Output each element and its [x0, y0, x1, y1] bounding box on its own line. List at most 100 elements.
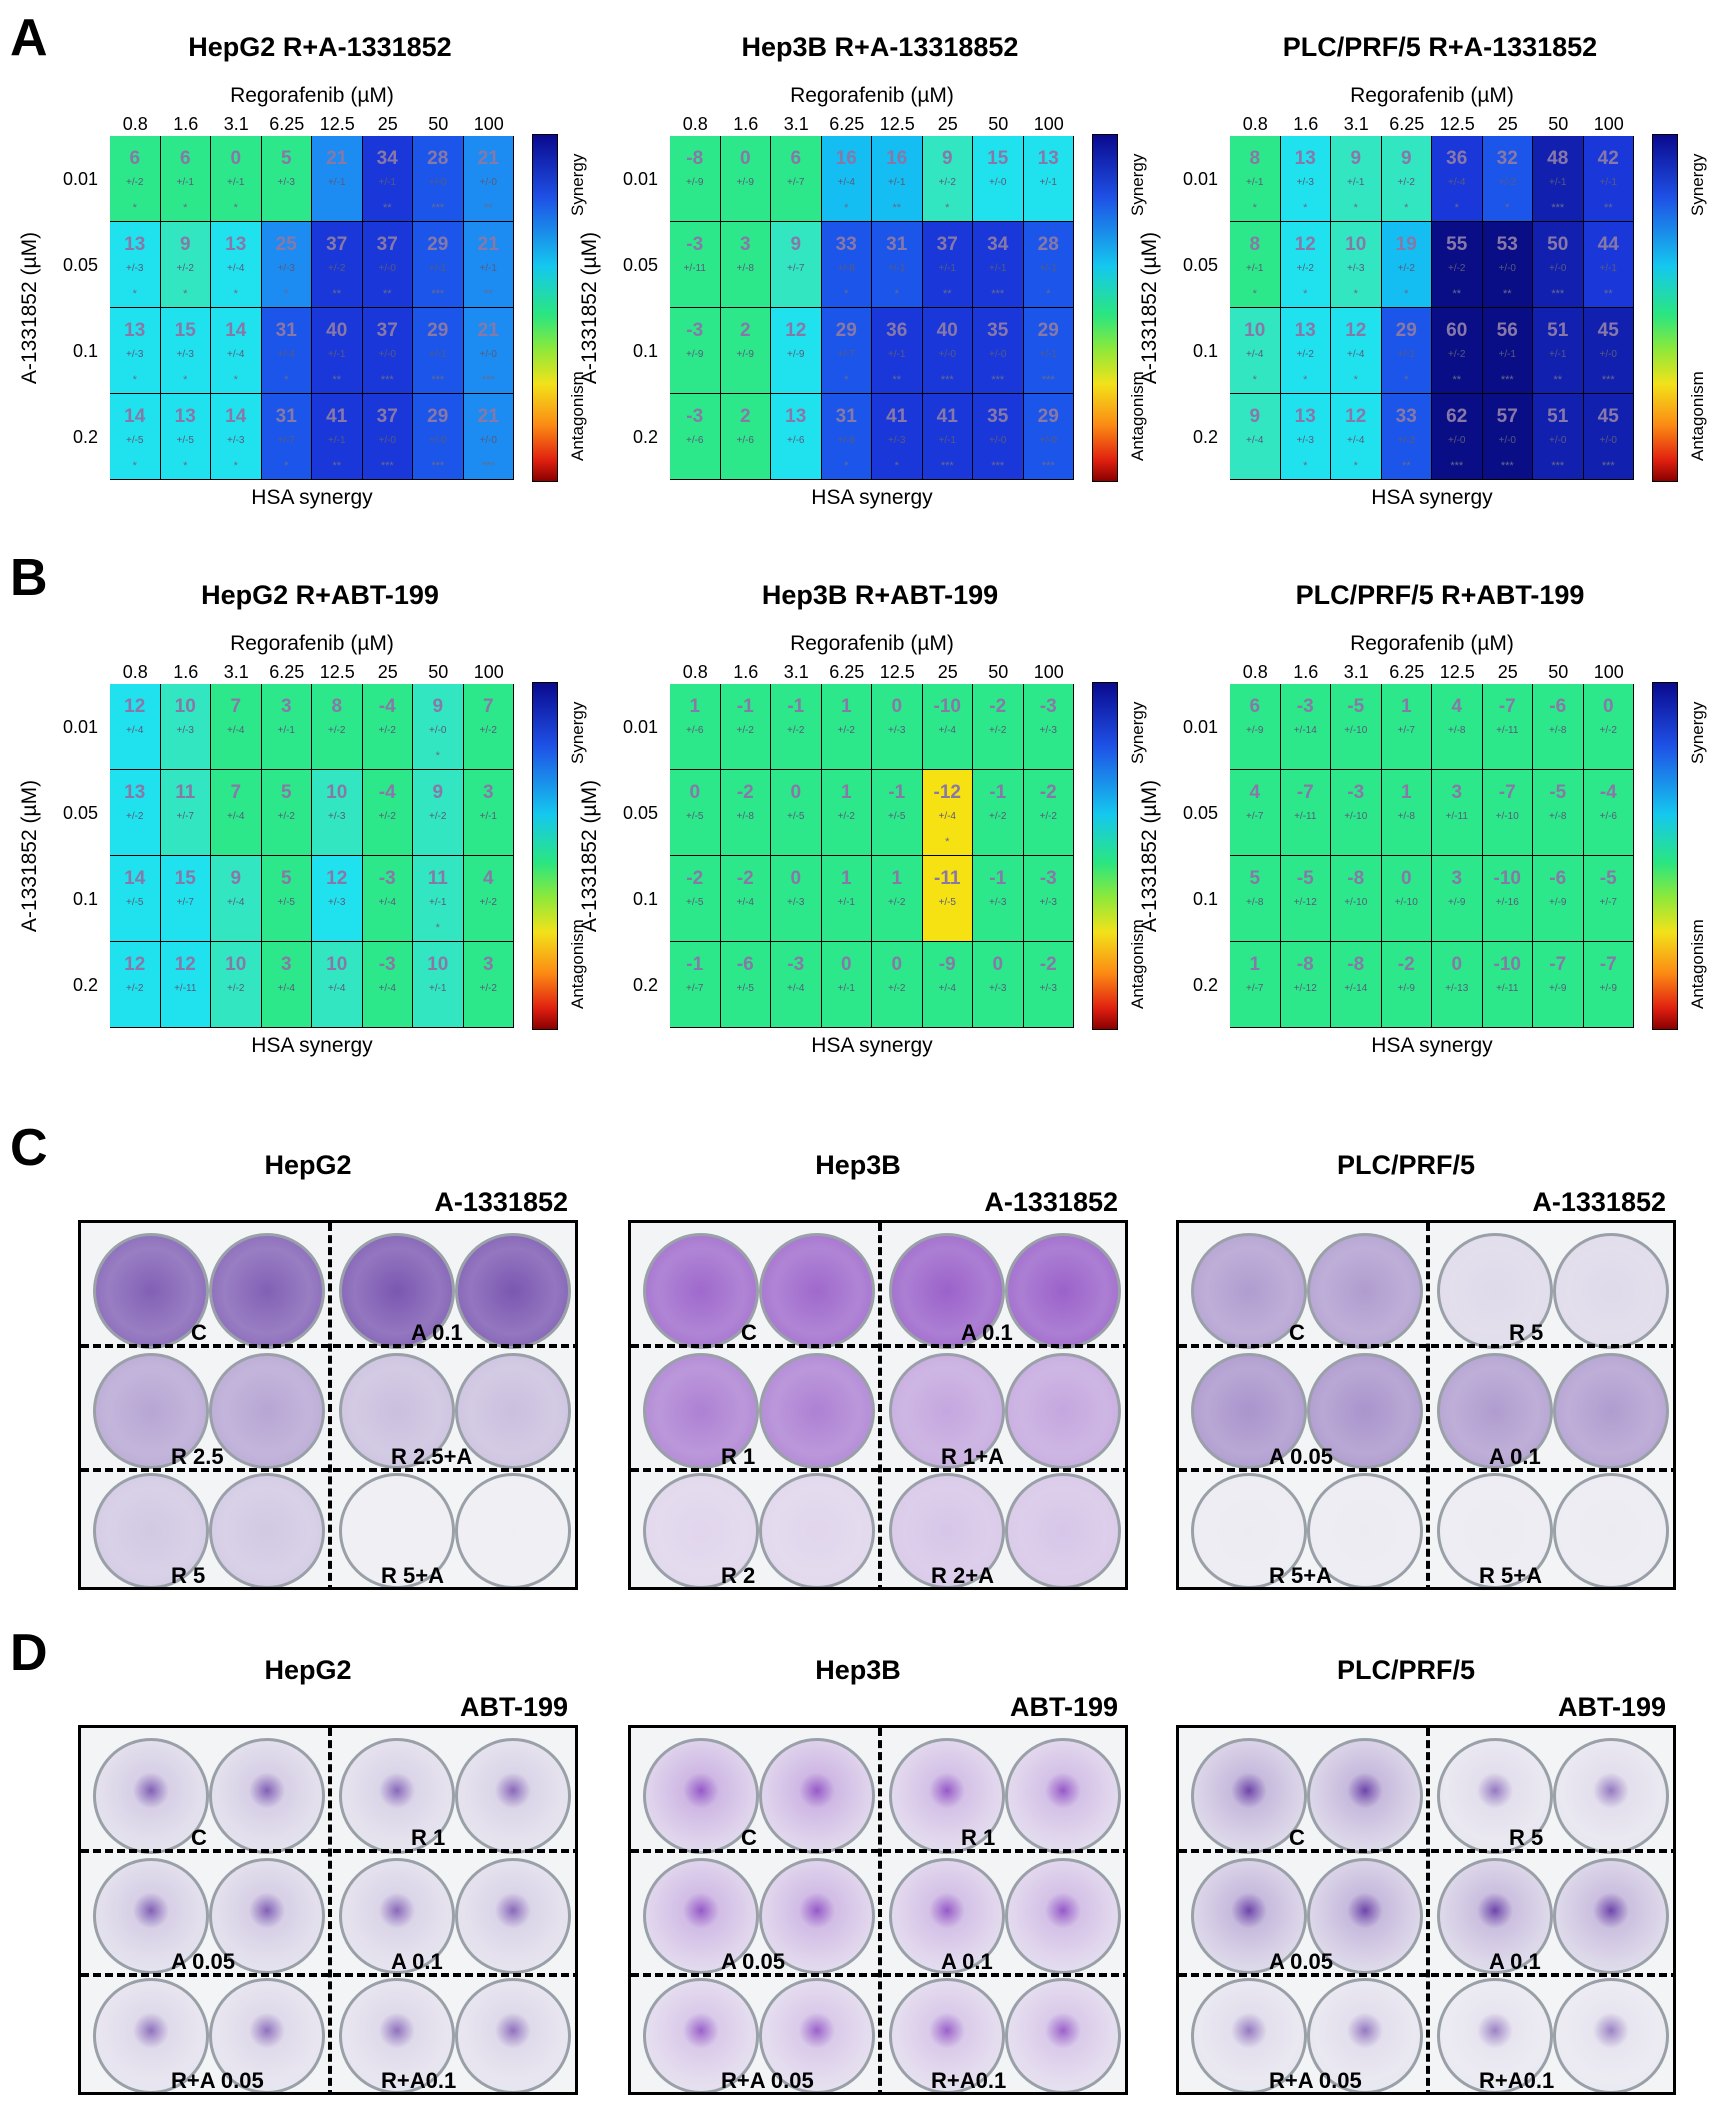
- cell-value: 10: [174, 696, 196, 717]
- y-tick-label: 0.1: [1192, 889, 1218, 909]
- heatmap-cell: 21 +/-0 ***: [463, 394, 514, 480]
- cell-error: +/-0: [428, 435, 447, 446]
- cell-value: -7: [1498, 696, 1516, 717]
- heatmap-cell: 3 +/-1: [261, 684, 312, 770]
- heatmap-cell: -1 +/-2: [771, 684, 822, 770]
- cell-significance: *: [1353, 288, 1358, 300]
- cell-value: 7: [230, 696, 242, 717]
- heatmap-cell: 9 +/-4: [1230, 394, 1281, 480]
- cell-significance: **: [1401, 460, 1411, 472]
- culture-well: [889, 1233, 1005, 1349]
- cell-error: +/-3: [327, 897, 346, 908]
- heatmap-cell: 37 +/-1 **: [922, 222, 973, 308]
- heatmap-cell: 19 +/-2 *: [1381, 222, 1432, 308]
- cell-error: +/-5: [736, 983, 754, 994]
- cell-error: +/-7: [1245, 983, 1264, 994]
- heatmap-cell: -7 +/-11: [1482, 684, 1533, 770]
- cell-significance: **: [483, 288, 493, 300]
- heatmap-cell: 3 +/-8: [720, 222, 771, 308]
- cell-significance: *: [233, 288, 238, 300]
- cell-error: +/-2: [1447, 263, 1466, 274]
- cell-significance: **: [382, 202, 392, 214]
- y-tick-label: 0.05: [622, 803, 658, 823]
- x-tick-label: 100: [1593, 114, 1624, 134]
- heatmap-grid: 12 +/-4 10 +/-3 7 +/-4 3 +/-1 8 +/-2 -4 +/-2 9 +/-0 * 7…: [110, 684, 514, 1028]
- x-tick-label: 50: [988, 114, 1009, 134]
- cell-error: +/-2: [428, 811, 447, 822]
- cell-significance: *: [1303, 202, 1308, 214]
- heatmap-cell: 8 +/-1 *: [1230, 136, 1281, 222]
- cell-significance: *: [1252, 374, 1257, 386]
- cell-error: +/-0: [378, 435, 396, 446]
- condition-label: C: [191, 1320, 207, 1346]
- x-tick-label: 1.6: [173, 114, 199, 134]
- heatmap-cell: 11 +/-1 *: [413, 856, 464, 942]
- cell-significance: **: [332, 460, 342, 472]
- heatmap-cell: 0 +/-5: [771, 770, 822, 856]
- cell-value: 1: [689, 696, 701, 717]
- culture-well: [643, 1233, 759, 1349]
- heatmap-cell: 1 +/-1: [821, 856, 872, 942]
- cell-value: 13: [1294, 320, 1316, 341]
- cell-error: +/-4: [226, 725, 245, 736]
- heatmap-cell: -9 +/-4: [922, 942, 973, 1028]
- cell-error: +/-7: [685, 983, 704, 994]
- heatmap-footer: HSA synergy: [811, 1034, 933, 1057]
- heatmap-grid: 6 +/-2 * 6 +/-1 * 0 +/-1 * 5 +/-3 21 +/-1 34 +/-1 ** 28 +…: [110, 136, 514, 480]
- heatmap-footer: HSA synergy: [1371, 486, 1493, 509]
- heatmap-cell: 12 +/-4 *: [1331, 394, 1382, 480]
- condition-label: C: [191, 1825, 207, 1851]
- cell-error: +/-4: [736, 897, 754, 908]
- cell-error: +/-0: [428, 725, 447, 736]
- cell-value: -1: [736, 696, 754, 717]
- culture-well: [759, 1858, 875, 1974]
- cell-error: +/-4: [226, 897, 245, 908]
- cell-error: +/-9: [1548, 983, 1567, 994]
- heatmap-cell: 12 +/-3: [312, 856, 363, 942]
- cell-value: 37: [326, 234, 348, 255]
- y-axis-title: A-1331852 (µM): [578, 779, 601, 933]
- heatmap-cell: 29 +/-0 ***: [1023, 394, 1074, 480]
- culture-well: [339, 1353, 455, 1469]
- cell-error: +/-2: [1447, 349, 1466, 360]
- cell-significance: **: [1502, 288, 1512, 300]
- cell-value: 3: [482, 782, 494, 803]
- cell-error: +/-12: [1293, 983, 1317, 994]
- cell-error: +/-3: [887, 725, 906, 736]
- heatmap-cell: 4 +/-8: [1432, 684, 1483, 770]
- heatmap-cell: 12 +/-9: [771, 308, 822, 394]
- cell-error: +/-6: [736, 435, 754, 446]
- cell-significance: *: [435, 750, 440, 762]
- cell-significance: *: [183, 374, 188, 386]
- cell-error: +/-14: [1293, 725, 1317, 736]
- heatmap-cell: 31 +/-6 *: [821, 394, 872, 480]
- heatmap-cell: 41 +/-3 *: [872, 394, 923, 480]
- heatmap-cell: 6 +/-9: [1230, 684, 1281, 770]
- photo-cell-line-title: Hep3B: [815, 1655, 901, 1685]
- cell-error: +/-3: [277, 177, 295, 188]
- cell-error: +/-7: [837, 349, 855, 360]
- y-axis-title: A-1331852 (µM): [578, 231, 601, 385]
- heatmap-cell: -2 +/-3: [1023, 942, 1074, 1028]
- heatmap-cell: -11 +/-5: [922, 856, 973, 942]
- cell-significance: **: [942, 288, 952, 300]
- y-tick-label: 0.01: [1182, 717, 1218, 737]
- cell-value: 10: [326, 782, 348, 803]
- cell-value: 34: [987, 234, 1009, 255]
- cell-significance: *: [844, 460, 849, 472]
- cell-error: +/-2: [988, 725, 1007, 736]
- x-tick-label: 50: [428, 662, 449, 682]
- cell-value: 0: [1400, 868, 1412, 889]
- heatmap-cell: 13 +/-3 *: [1280, 136, 1331, 222]
- cell-error: +/-4: [938, 811, 956, 822]
- cell-error: +/-11: [1496, 983, 1519, 994]
- cell-error: +/-1: [1346, 177, 1365, 188]
- photo-drug-label: ABT-199: [1009, 1692, 1118, 1722]
- heatmap-cell: 62 +/-0 ***: [1432, 394, 1483, 480]
- heatmap-cell: -3 +/-6: [670, 394, 721, 480]
- heatmap-cell: 13 +/-5 *: [160, 394, 211, 480]
- cell-significance: ***: [1551, 288, 1565, 300]
- culture-well: [1553, 1978, 1669, 2092]
- divider-vertical: [878, 1223, 882, 1587]
- cell-significance: *: [132, 460, 137, 472]
